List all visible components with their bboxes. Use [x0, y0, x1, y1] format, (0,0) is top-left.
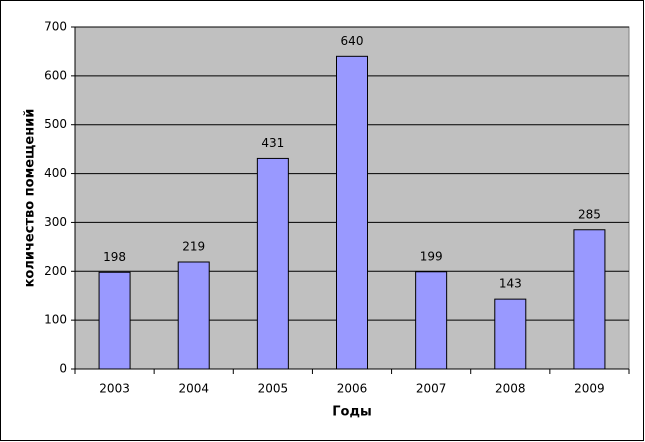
- bar: [573, 229, 606, 370]
- x-tick-label: 2009: [574, 382, 605, 396]
- bar: [494, 298, 527, 370]
- bar: [98, 271, 131, 370]
- x-tick-label: 2004: [178, 382, 209, 396]
- y-tick-label: 300: [44, 215, 67, 229]
- x-tick-label: 2008: [495, 382, 526, 396]
- data-label: 640: [341, 34, 364, 48]
- data-label: 143: [499, 277, 522, 291]
- y-tick-label: 0: [59, 362, 67, 376]
- y-axis-label: количество помещений: [23, 109, 38, 288]
- data-label: 431: [261, 136, 284, 150]
- y-tick-label: 400: [44, 166, 67, 180]
- x-tick-label: 2007: [416, 382, 447, 396]
- y-tick-label: 100: [44, 313, 67, 327]
- y-tick-label: 500: [44, 117, 67, 131]
- data-label: 198: [103, 250, 126, 264]
- data-label: 285: [578, 207, 601, 221]
- data-label: 219: [182, 240, 205, 254]
- bar: [336, 55, 368, 370]
- bar: [177, 261, 210, 370]
- y-tick-label: 200: [44, 264, 67, 278]
- bar: [256, 157, 289, 370]
- y-tick-label: 700: [44, 20, 67, 34]
- x-axis-label: Годы: [332, 405, 371, 420]
- bar: [415, 271, 448, 370]
- x-tick-label: 2005: [258, 382, 289, 396]
- x-tick-label: 2006: [337, 382, 368, 396]
- data-label: 199: [420, 249, 443, 263]
- x-tick-label: 2003: [99, 382, 130, 396]
- y-tick-label: 600: [44, 68, 67, 82]
